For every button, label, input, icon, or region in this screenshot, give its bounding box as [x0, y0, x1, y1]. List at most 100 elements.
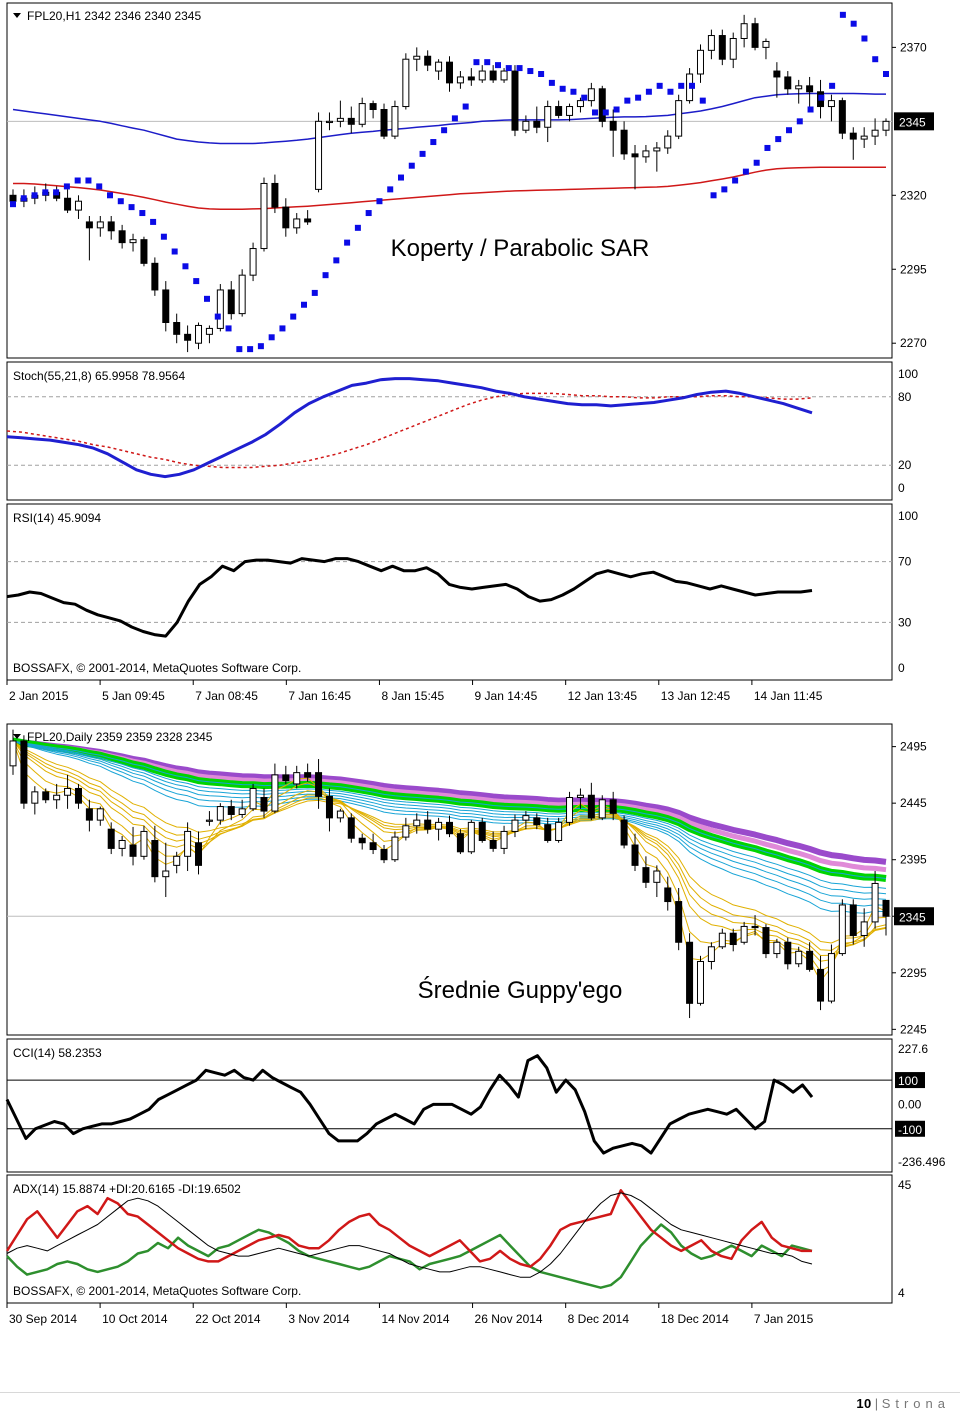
stoch-y-label: 0: [898, 481, 905, 495]
h1-candle: [260, 182, 268, 250]
h1-y-label: 2270: [900, 336, 927, 350]
h1-candle: [467, 76, 475, 81]
daily-candle: [413, 819, 421, 827]
cci-title: CCI(14) 58.2353: [13, 1046, 102, 1060]
daily-candle: [555, 821, 563, 841]
h1-sar-dot: [829, 82, 836, 89]
daily-candle: [598, 799, 606, 819]
h1-sar-dot: [505, 65, 512, 72]
h1-sar-dot: [257, 343, 264, 350]
h1-sar-dot: [160, 233, 167, 240]
h1-sar-dot: [807, 106, 814, 113]
h1-sar-dot: [796, 118, 803, 125]
h1-candle: [315, 120, 323, 190]
h1-sar-dot: [656, 82, 663, 89]
daily-candle: [686, 941, 694, 1004]
adx-line: [6, 1192, 813, 1278]
stoch-main-line: [6, 377, 813, 479]
adx-x-label: 30 Sep 2014: [9, 1312, 77, 1326]
h1-sar-dot: [516, 65, 523, 72]
daily-candle: [566, 797, 574, 823]
h1-candle: [598, 88, 606, 122]
h1-sar-dot: [204, 295, 210, 302]
h1-candle: [522, 120, 530, 131]
h1-sar-dot: [301, 301, 307, 308]
h1-sar-dot: [107, 192, 113, 199]
stoch-y-label: 80: [898, 390, 912, 404]
rsi-x-label: 12 Jan 13:45: [568, 689, 638, 703]
h1-candle: [631, 153, 639, 158]
rsi-x-label: 2 Jan 2015: [9, 689, 69, 703]
rsi-y-label: 0: [898, 661, 905, 675]
cci-y-label: 0.00: [898, 1097, 922, 1111]
h1-candle: [762, 40, 770, 48]
rsi-y-label: 70: [898, 555, 912, 569]
stoch-y-label: 100: [898, 367, 918, 381]
daily-candle: [718, 932, 726, 948]
daily-candle: [85, 808, 93, 821]
daily-candle: [871, 882, 879, 923]
h1-sar-dot: [570, 88, 577, 95]
daily-candle: [118, 839, 126, 849]
h1-candle: [653, 147, 661, 152]
h1-candle: [555, 106, 563, 116]
h1-candle: [849, 132, 857, 140]
daily-candle: [522, 815, 530, 821]
h1-candle: [740, 23, 748, 40]
h1-sar-dot: [548, 79, 555, 86]
guppy-long-band: [12, 738, 887, 865]
h1-title: FPL20,H1 2342 2346 2340 2345: [27, 9, 201, 23]
rsi-y-label: 100: [898, 509, 918, 523]
h1-sar-dot: [872, 56, 879, 63]
h1-sar-dot: [408, 162, 415, 169]
h1-sar-dot: [742, 168, 749, 175]
daily-candle: [53, 794, 61, 801]
h1-candle: [118, 230, 126, 244]
h1-sar-dot: [193, 278, 200, 285]
h1-sar-dot: [861, 35, 868, 42]
daily-candle: [205, 819, 213, 822]
cci-level-tag: 100: [898, 1074, 918, 1088]
h1-candle: [293, 218, 301, 229]
h1-envelope-upper: [12, 92, 886, 145]
daily-candle: [347, 817, 355, 839]
daily-candle: [227, 806, 235, 815]
h1-candle: [446, 61, 453, 84]
h1-sar-dot: [268, 334, 275, 341]
h1-candle: [9, 194, 17, 202]
h1-candle: [391, 106, 399, 137]
daily-candle: [358, 837, 366, 844]
guppy-slow-ema: [12, 740, 887, 895]
daily-candle: [631, 844, 639, 866]
h1-sar-dot: [441, 127, 448, 134]
h1-sar-dot: [645, 88, 652, 95]
daily-last-price: 2345: [899, 910, 926, 924]
daily-candle: [42, 791, 50, 801]
h1-candle: [358, 103, 366, 125]
daily-candle: [773, 941, 781, 955]
h1-sar-dot: [732, 177, 739, 184]
h1-candle: [205, 327, 213, 335]
h1-sar-dot: [96, 183, 103, 190]
h1-y-label: 2295: [900, 262, 927, 276]
daily-candle: [260, 797, 268, 812]
h1-candle: [271, 182, 279, 208]
h1-candle: [609, 120, 617, 131]
daily-candle: [620, 819, 628, 846]
guppy-slow-ema: [12, 740, 887, 889]
h1-candle: [664, 135, 672, 149]
daily-candle: [402, 825, 410, 838]
h1-candle: [282, 206, 290, 229]
footer-divider: [0, 1392, 960, 1393]
rsi-y-label: 30: [898, 615, 912, 629]
adx-x-label: 10 Oct 2014: [102, 1312, 168, 1326]
page-footer: 10 | Strona: [856, 1396, 950, 1411]
h1-candle: [195, 324, 203, 344]
daily-candle: [838, 904, 846, 955]
h1-sar-dot: [20, 195, 27, 202]
adx-x-label: 7 Jan 2015: [754, 1312, 814, 1326]
guppy-slow-ema: [12, 740, 887, 907]
h1-sar-dot: [322, 272, 329, 279]
h1-candle: [620, 129, 628, 155]
